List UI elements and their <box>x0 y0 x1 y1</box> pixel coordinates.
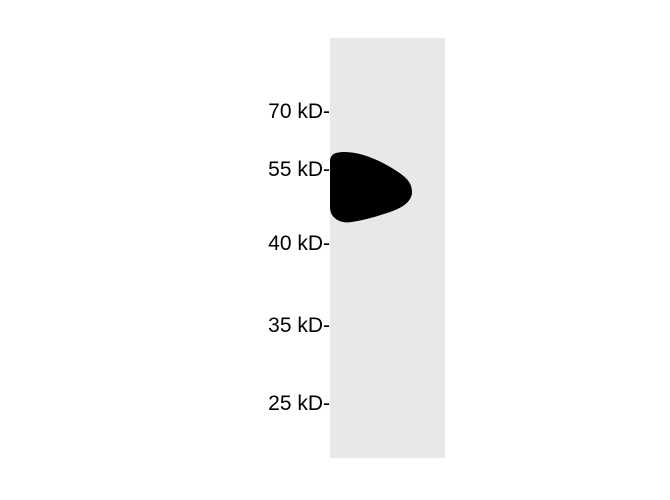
marker-label: 55 kD- <box>0 158 330 182</box>
marker-label: 70 kD- <box>0 100 330 124</box>
marker-label: 40 kD- <box>0 232 330 256</box>
marker-label: 25 kD- <box>0 392 330 416</box>
marker-label: 35 kD- <box>0 314 330 338</box>
protein-band <box>330 152 412 224</box>
blot-lane <box>330 38 445 458</box>
western-blot-diagram: 70 kD- 55 kD- 40 kD- 35 kD- 25 kD- <box>0 0 670 500</box>
